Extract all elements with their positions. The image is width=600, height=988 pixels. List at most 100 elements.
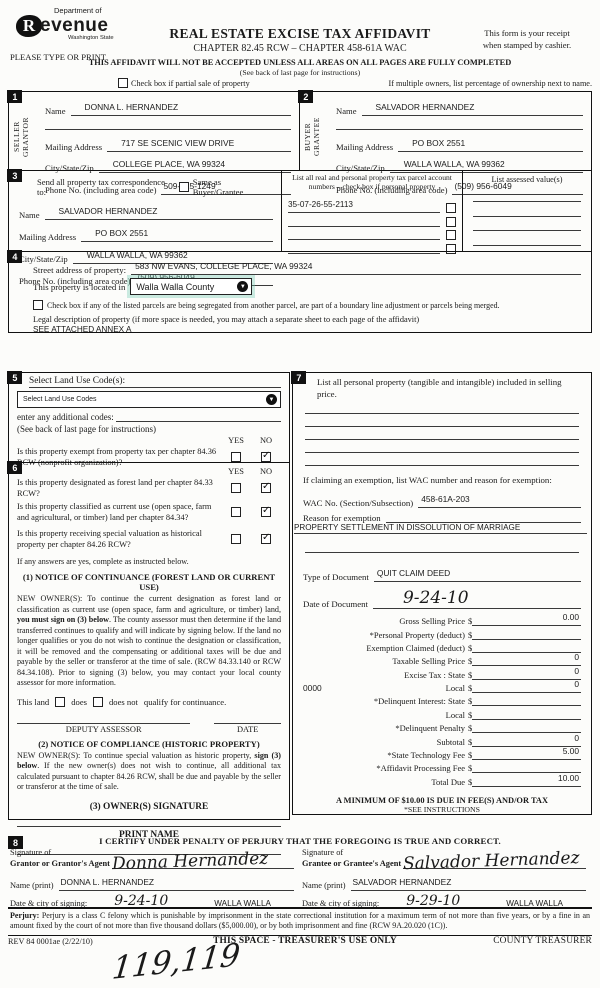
- fee-row-penalty: *Delinquent Penalty $: [303, 720, 581, 734]
- buyer-name-row: Name SALVADOR HERNANDEZ: [336, 97, 583, 116]
- fee-input[interactable]: 0: [472, 728, 581, 747]
- personal-property-input-5[interactable]: [305, 453, 579, 466]
- fee-row-local: 0000 Local $ 0: [303, 679, 581, 694]
- reason-extra-input[interactable]: [305, 540, 579, 553]
- land-use-dropdown[interactable]: Select Land Use Codes ▼: [17, 391, 281, 408]
- fee-input[interactable]: 0.00: [472, 607, 581, 627]
- segregated-checkbox[interactable]: [33, 300, 43, 310]
- form-title: REAL ESTATE EXCISE TAX AFFIDAVIT: [169, 26, 431, 41]
- current-use-no-checkbox[interactable]: [261, 505, 271, 518]
- exempt-no-checkbox[interactable]: [261, 450, 271, 463]
- seller-grantor-box: 1 SELLER GRANTOR Name DONNA L. HERNANDEZ…: [7, 90, 300, 195]
- owner-print-name-input[interactable]: [17, 840, 281, 855]
- county-dropdown[interactable]: Walla Walla County ▼: [130, 278, 253, 295]
- historic-yes-checkbox[interactable]: [231, 534, 241, 545]
- see-back-instructions: (See back of last page for instructions): [17, 424, 156, 434]
- parcel-4-input[interactable]: [288, 244, 440, 254]
- fee-input[interactable]: [472, 754, 581, 774]
- personal-property-section: 7 List all personal property (tangible a…: [291, 371, 592, 815]
- legal-description-label: Legal description of property (if more s…: [33, 315, 420, 324]
- current-use-yes-checkbox[interactable]: [231, 507, 241, 518]
- parcel-1-personal-checkbox[interactable]: [446, 203, 456, 214]
- assessed-1-input[interactable]: [473, 190, 581, 202]
- parcel-1-input[interactable]: 35-07-26-55-2113: [288, 194, 440, 214]
- fee-input[interactable]: [472, 621, 581, 640]
- fee-input[interactable]: 5.00: [472, 741, 581, 761]
- personal-property-input-2[interactable]: [305, 414, 579, 427]
- same-as-buyer-checkbox[interactable]: [178, 182, 189, 192]
- assessed-2-input[interactable]: [473, 205, 581, 217]
- corr-city-row: City/State/Zip WALLA WALLA, WA 99362: [19, 245, 273, 264]
- doc-type-input[interactable]: QUIT CLAIM DEED: [373, 563, 581, 582]
- logo-dept-text: Department of: [54, 6, 102, 15]
- assessed-3-input[interactable]: [473, 219, 581, 231]
- fee-row-gross: Gross Selling Price $ 0.00: [303, 612, 581, 627]
- parcel-row-1: 35-07-26-55-2113: [288, 194, 456, 214]
- personal-property-input-3[interactable]: [305, 427, 579, 440]
- buyer-mailing-input[interactable]: PO BOX 2551: [398, 133, 583, 152]
- corr-city-input[interactable]: WALLA WALLA, WA 99362: [72, 245, 273, 264]
- parcel-2-personal-checkbox[interactable]: [446, 216, 456, 227]
- personal-property-input-4[interactable]: [305, 440, 579, 453]
- corr-name-input[interactable]: SALVADOR HERNANDEZ: [44, 201, 273, 220]
- assessor-date-input[interactable]: [214, 722, 281, 724]
- exempt-yes-checkbox[interactable]: [231, 452, 241, 463]
- corr-mailing-input[interactable]: PO BOX 2551: [81, 223, 273, 242]
- fee-row-excise-state: Excise Tax : State $ 0: [303, 666, 581, 680]
- fee-row-delinq-state: *Delinquent Interest: State $: [303, 693, 581, 707]
- fee-input[interactable]: [472, 687, 581, 707]
- additional-codes-input[interactable]: [115, 411, 281, 422]
- grantor-print-input[interactable]: DONNA L. HERNANDEZ: [58, 872, 294, 891]
- buyer-extra-name-input[interactable]: [336, 119, 583, 130]
- grantee-signature-input[interactable]: Salvador Hernandez: [403, 848, 586, 874]
- historic-no-checkbox[interactable]: [261, 532, 271, 545]
- fee-input[interactable]: [472, 634, 581, 653]
- deputy-assessor-signature-input[interactable]: [17, 722, 191, 724]
- grantee-print-input[interactable]: SALVADOR HERNANDEZ: [350, 872, 586, 891]
- fee-input[interactable]: [472, 714, 581, 734]
- fee-row-total-due: Total Due $ 10.00: [303, 773, 581, 787]
- parcel-2-input[interactable]: [288, 217, 440, 227]
- does-qualify-checkbox[interactable]: [55, 696, 66, 707]
- partial-sale-checkbox[interactable]: [118, 78, 128, 88]
- seller-phone-input[interactable]: 509-525-1249: [161, 176, 291, 195]
- buyer-city-input[interactable]: WALLA WALLA, WA 99362: [389, 154, 583, 173]
- assessed-4-input[interactable]: [473, 234, 581, 246]
- parcel-3-input[interactable]: [288, 230, 440, 241]
- reason-input[interactable]: [385, 512, 581, 523]
- reason-value: PROPERTY SETTLEMENT IN DISSOLUTION OF MA…: [294, 523, 587, 534]
- grantor-signature-input[interactable]: Donna Hernandez: [112, 849, 294, 874]
- fee-row-personal: *Personal Property (deduct) $: [303, 626, 581, 640]
- personal-property-input-1[interactable]: [305, 401, 579, 414]
- fee-input[interactable]: [472, 701, 581, 720]
- seller-extra-name-input[interactable]: [45, 119, 291, 130]
- fee-input[interactable]: 0: [472, 647, 581, 667]
- receipt-note: This form is your receipt when stamped b…: [462, 28, 592, 51]
- partial-sale-label: Check box if partial sale of property: [131, 78, 250, 88]
- seller-city-input[interactable]: COLLEGE PLACE, WA 99324: [98, 154, 291, 173]
- receipt-note-line1: This form is your receipt: [484, 28, 570, 38]
- fee-input[interactable]: 0: [472, 661, 581, 680]
- seller-name-input[interactable]: DONNA L. HERNANDEZ: [70, 97, 291, 116]
- land-use-title: Select Land Use Code(s):: [29, 376, 281, 388]
- forest-yes-checkbox[interactable]: [231, 483, 241, 494]
- buyer-name-input[interactable]: SALVADOR HERNANDEZ: [361, 97, 583, 116]
- fee-input[interactable]: 0: [472, 674, 581, 694]
- seller-mailing-input[interactable]: 717 SE SCENIC VIEW DRIVE: [107, 133, 291, 152]
- buyer-phone-input[interactable]: (509) 956-6049: [452, 176, 583, 195]
- fee-input[interactable]: 10.00: [472, 768, 581, 787]
- form-subtitle: CHAPTER 82.45 RCW – CHAPTER 458-61A WAC: [193, 43, 407, 54]
- street-address-input[interactable]: 583 NW EVANS, COLLEGE PLACE, WA 99324: [131, 256, 581, 275]
- doc-date-input[interactable]: 9-24-10: [372, 588, 581, 609]
- wac-input[interactable]: 458-61A-203: [418, 489, 581, 508]
- section-5-badge: 5: [7, 371, 23, 385]
- forest-no-checkbox[interactable]: [261, 481, 271, 494]
- assessor-signature-labels: DEPUTY ASSESSOR DATE: [65, 724, 259, 734]
- corr-mailing-row: Mailing Address PO BOX 2551: [19, 223, 273, 242]
- owner-signature-input[interactable]: [17, 812, 281, 827]
- parcel-4-personal-checkbox[interactable]: [446, 243, 456, 254]
- parcel-3-personal-checkbox[interactable]: [446, 230, 456, 241]
- see-instructions-note: *SEE INSTRUCTIONS: [403, 804, 481, 814]
- grantee-city: WALLA WALLA: [506, 899, 563, 908]
- does-not-qualify-checkbox[interactable]: [93, 696, 103, 707]
